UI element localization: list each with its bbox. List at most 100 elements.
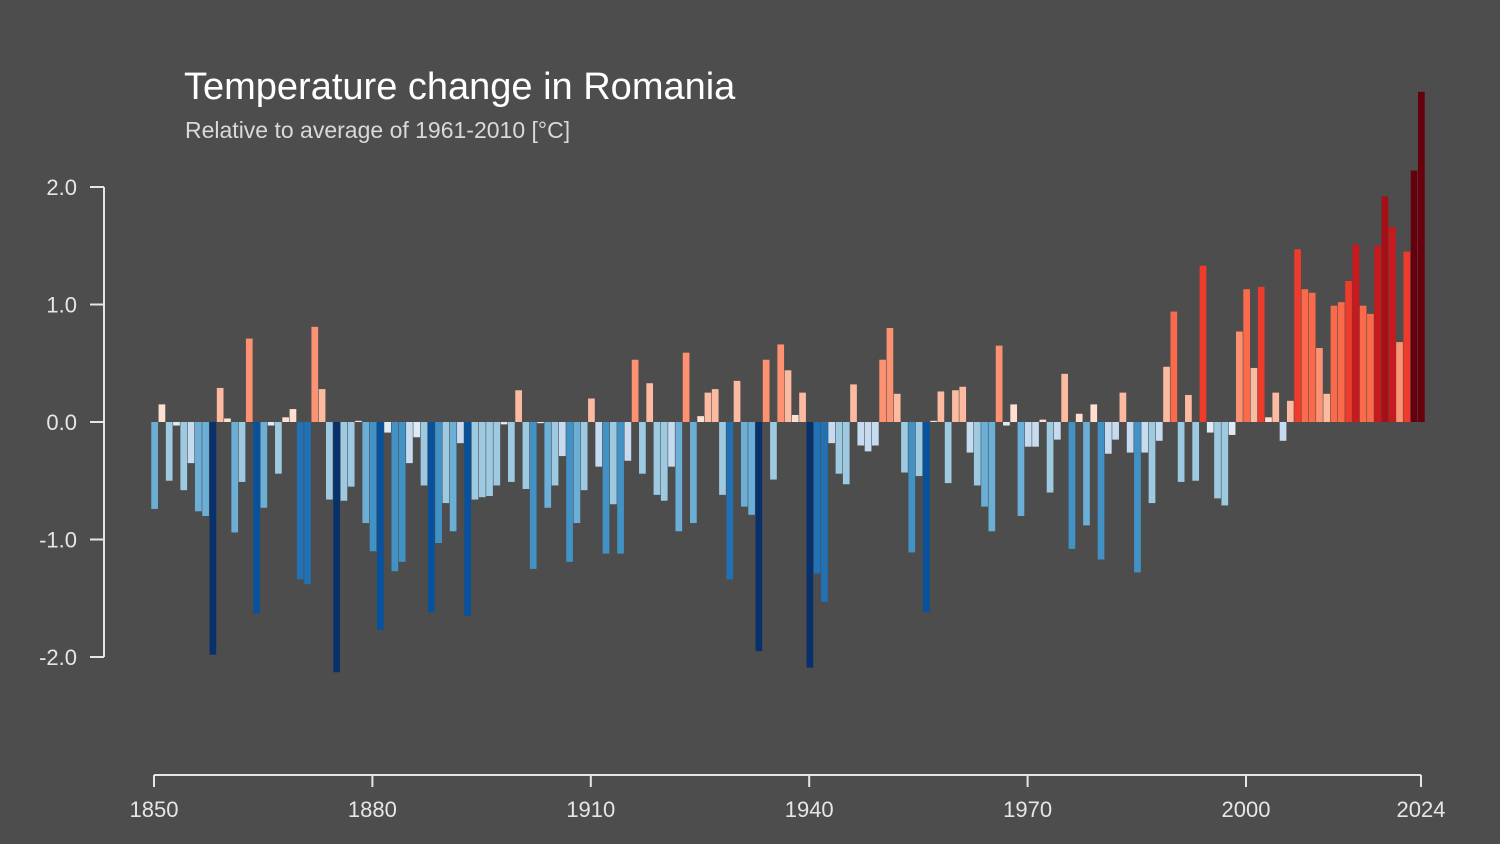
bar-1972	[1039, 419, 1047, 422]
bar-1984	[1126, 422, 1134, 453]
bar-1909	[580, 422, 588, 491]
bar-1934	[762, 359, 770, 422]
bar-2011	[1323, 393, 1331, 422]
bar-2004	[1272, 392, 1280, 423]
bar-1939	[799, 392, 806, 423]
bar-1875	[333, 422, 340, 673]
bar-1903	[537, 422, 544, 424]
bar-1873	[318, 389, 326, 422]
bar-2006	[1286, 400, 1294, 422]
bar-1959	[944, 422, 952, 484]
bar-1864	[253, 422, 260, 614]
bar-1886	[413, 422, 421, 438]
bar-1922	[675, 422, 683, 532]
bar-1850	[151, 422, 158, 509]
bar-1986	[1141, 422, 1149, 453]
bar-2016	[1359, 305, 1367, 422]
bar-2024	[1418, 91, 1425, 422]
bar-1894	[471, 422, 479, 500]
bar-1882	[384, 422, 391, 433]
bar-1908	[573, 422, 581, 524]
bar-1948	[864, 422, 872, 452]
bar-1921	[668, 422, 675, 467]
bar-1913	[609, 422, 617, 505]
bar-1976	[1068, 422, 1076, 549]
bar-1955	[915, 422, 923, 477]
bar-1979	[1090, 404, 1098, 423]
bar-2021	[1396, 342, 1403, 422]
bar-1920	[660, 422, 668, 501]
y-tick-label: -2.0	[39, 645, 77, 670]
bar-1965	[988, 422, 996, 532]
bar-1900	[515, 390, 522, 422]
bar-1973	[1046, 422, 1054, 493]
bar-1879	[362, 422, 370, 524]
bar-2014	[1345, 281, 1352, 422]
bar-1999	[1236, 331, 1243, 422]
bar-1866	[267, 422, 275, 426]
bar-1871	[304, 422, 311, 585]
y-tick-label: 1.0	[46, 293, 77, 318]
bar-1853	[173, 422, 180, 426]
bar-1980	[1097, 422, 1105, 560]
bar-1863	[245, 338, 253, 422]
bar-1989	[1163, 366, 1170, 422]
bar-1977	[1075, 413, 1083, 422]
bar-1859	[216, 387, 224, 422]
bar-2001	[1250, 367, 1258, 422]
bar-1912	[602, 422, 610, 554]
bar-2022	[1403, 251, 1411, 423]
bar-1943	[828, 422, 836, 444]
bar-1944	[835, 422, 843, 474]
bar-1928	[719, 422, 726, 495]
bar-1892	[457, 422, 464, 444]
bar-1982	[1112, 422, 1119, 440]
y-tick-label: 0.0	[46, 410, 77, 435]
y-tick-label: 2.0	[46, 175, 77, 200]
bar-1890	[442, 422, 450, 504]
bar-1895	[478, 422, 486, 498]
bar-1885	[406, 422, 413, 464]
bar-1968	[1010, 404, 1018, 423]
bar-1981	[1104, 422, 1112, 454]
bar-1998	[1228, 422, 1236, 435]
bar-2023	[1410, 170, 1418, 422]
x-tick-label: 1910	[566, 797, 615, 822]
x-tick-label: 1940	[785, 797, 834, 822]
bar-1987	[1148, 422, 1156, 504]
bar-1988	[1155, 422, 1163, 441]
bar-1978	[1083, 422, 1090, 526]
bar-1935	[770, 422, 777, 480]
y-axis-ticks: 2.0 1.0 0.0 -1.0 -2.0	[39, 175, 104, 670]
bar-1918	[646, 383, 654, 422]
bar-1856	[194, 422, 202, 512]
bar-1925	[697, 416, 704, 423]
bar-1992	[1185, 394, 1192, 422]
x-tick-label: 1880	[348, 797, 397, 822]
bar-1911	[595, 422, 603, 467]
x-tick-label: 1850	[130, 797, 179, 822]
bar-1907	[566, 422, 573, 562]
bar-1957	[930, 420, 937, 422]
bar-1919	[653, 422, 661, 495]
bar-1851	[158, 404, 166, 423]
bar-1854	[180, 422, 188, 491]
bar-1878	[355, 420, 362, 422]
bar-1876	[340, 422, 348, 501]
bar-1970	[1024, 422, 1032, 447]
bar-1952	[893, 393, 901, 422]
bar-1898	[500, 422, 508, 425]
bar-2007	[1294, 249, 1301, 422]
bar-2003	[1265, 417, 1272, 422]
bar-1867	[275, 422, 282, 474]
bar-1896	[486, 422, 493, 497]
bar-1914	[617, 422, 624, 554]
bar-1881	[376, 422, 384, 630]
x-tick-label: 2000	[1222, 797, 1271, 822]
bar-1869	[289, 409, 297, 422]
bar-1887	[420, 422, 428, 486]
bar-1950	[879, 359, 886, 422]
bar-1963	[973, 422, 981, 486]
bar-1985	[1134, 422, 1141, 573]
